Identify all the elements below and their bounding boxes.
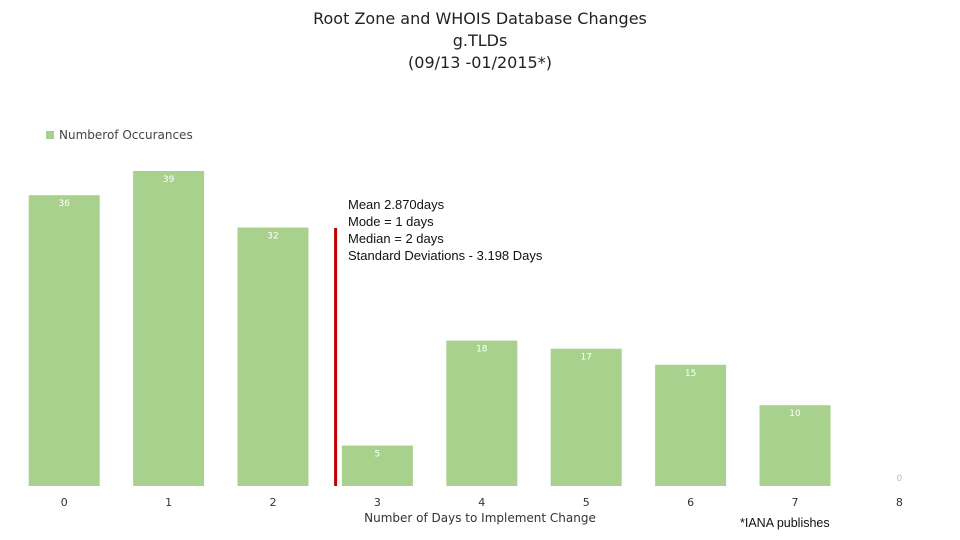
bar-2 xyxy=(237,227,309,486)
bar-5 xyxy=(550,348,622,486)
x-tick-6: 6 xyxy=(687,496,694,509)
bar-7 xyxy=(759,405,831,486)
footnote: *IANA publishes xyxy=(740,516,830,530)
bar-1 xyxy=(133,171,205,486)
stat-mode: Mode = 1 days xyxy=(348,214,434,229)
x-axis-title: Number of Days to Implement Change xyxy=(364,511,596,525)
chart-title-line-2: g.TLDs xyxy=(452,31,508,50)
bar-4 xyxy=(446,340,518,486)
data-label-2: 32 xyxy=(267,232,278,242)
stats-annotation: Mean 2.870days Mode = 1 days Median = 2 … xyxy=(348,196,542,264)
legend: Numberof Occurances xyxy=(46,127,193,143)
stat-std-dev: Standard Deviations - 3.198 Days xyxy=(348,248,543,263)
x-tick-1: 1 xyxy=(165,496,172,509)
x-tick-2: 2 xyxy=(270,496,277,509)
bar-0 xyxy=(28,195,100,486)
x-tick-8: 8 xyxy=(896,496,903,509)
x-tick-5: 5 xyxy=(583,496,590,509)
x-tick-3: 3 xyxy=(374,496,381,509)
data-label-1: 39 xyxy=(163,175,175,185)
chart-title-line-3: (09/13 -01/2015*) xyxy=(408,53,552,72)
legend-swatch xyxy=(46,131,54,139)
data-label-7: 10 xyxy=(789,409,801,419)
stat-median: Median = 2 days xyxy=(348,231,444,246)
bar-6 xyxy=(655,364,727,486)
chart-title: Root Zone and WHOIS Database Changes g.T… xyxy=(0,8,960,74)
stat-mean: Mean 2.870days xyxy=(348,197,445,212)
x-tick-7: 7 xyxy=(792,496,799,509)
data-label-6: 15 xyxy=(685,369,696,379)
x-tick-0: 0 xyxy=(61,496,68,509)
data-label-0: 36 xyxy=(58,199,70,209)
data-label-5: 17 xyxy=(580,353,591,363)
x-tick-4: 4 xyxy=(478,496,485,509)
legend-label: Numberof Occurances xyxy=(59,128,193,142)
data-label-4: 18 xyxy=(476,345,488,355)
bar-3 xyxy=(341,445,413,486)
data-label-3: 5 xyxy=(375,450,381,460)
data-label-8: 0 xyxy=(897,474,903,484)
chart-title-line-1: Root Zone and WHOIS Database Changes xyxy=(313,9,647,28)
